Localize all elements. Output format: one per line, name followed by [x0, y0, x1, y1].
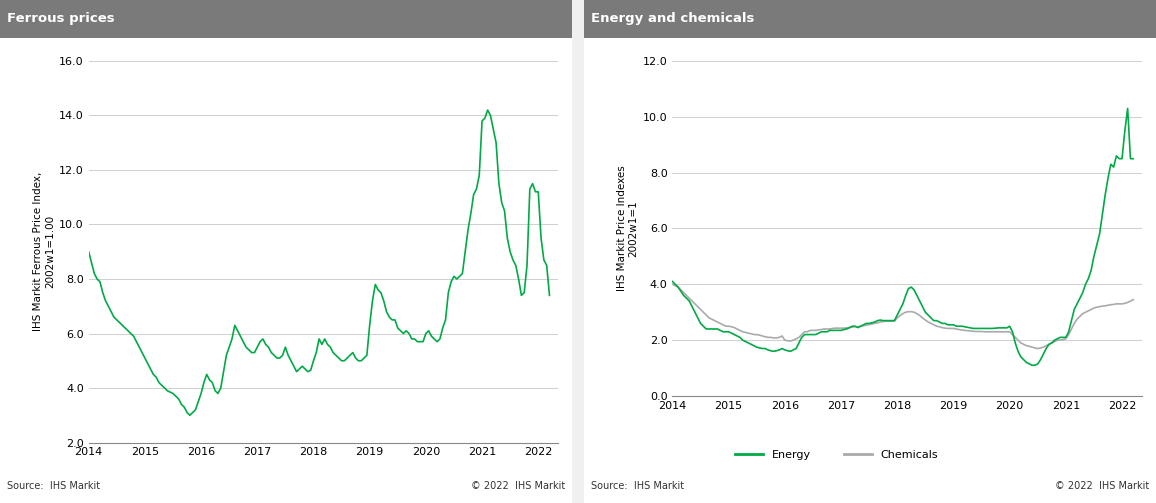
Text: Source:  IHS Markit: Source: IHS Markit — [7, 481, 99, 491]
Text: Source:  IHS Markit: Source: IHS Markit — [591, 481, 683, 491]
Text: Energy and chemicals: Energy and chemicals — [591, 13, 754, 25]
Text: © 2022  IHS Markit: © 2022 IHS Markit — [1055, 481, 1149, 491]
Text: Ferrous prices: Ferrous prices — [7, 13, 114, 25]
Y-axis label: IHS Markit Price Indexes
2002w1=1: IHS Markit Price Indexes 2002w1=1 — [617, 165, 639, 291]
Legend: Energy, Chemicals: Energy, Chemicals — [731, 445, 943, 464]
Text: © 2022  IHS Markit: © 2022 IHS Markit — [472, 481, 565, 491]
Y-axis label: IHS Markit Ferrous Price Index,
2002w1=1.00: IHS Markit Ferrous Price Index, 2002w1=1… — [34, 172, 55, 331]
